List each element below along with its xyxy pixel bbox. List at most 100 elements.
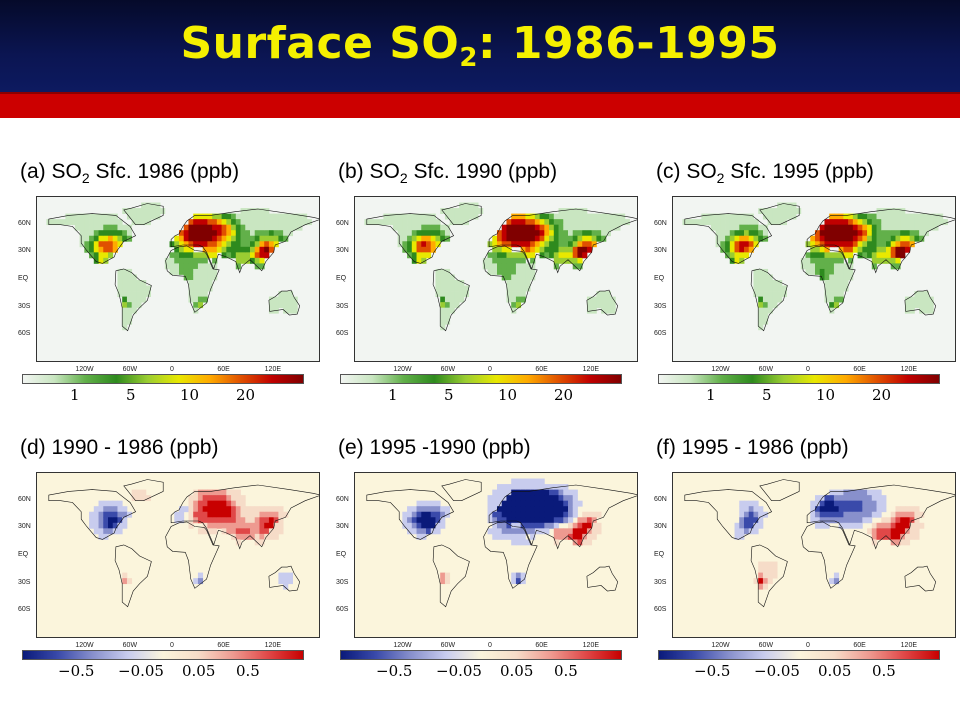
coastline: [114, 268, 152, 332]
lon-tick-label: 60W: [758, 366, 774, 373]
lon-tick-label: 120W: [393, 366, 412, 373]
colorbar-label: 10: [498, 386, 518, 404]
lat-tick-label: 30S: [336, 302, 349, 310]
lon-tick-label: 0: [488, 642, 492, 649]
lat-tick-label: EQ: [654, 551, 665, 558]
lon-tick-label: 120E: [264, 642, 282, 649]
lat-tick-label: 60S: [654, 330, 667, 338]
colorbar-label: 5: [444, 386, 454, 404]
colorbar-label: 20: [236, 386, 256, 404]
lat-tick-label: 30S: [654, 302, 667, 310]
so2-concentration-map: [354, 196, 638, 362]
lon-tick-label: 60W: [758, 642, 774, 649]
panel-title: (d) 1990 - 1986 (ppb): [20, 436, 320, 466]
map-panel-e: (e) 1995 -1990 (ppb) 60N 30N EQ 30S 60S 120W 60…: [332, 436, 638, 698]
colorbar-label: −0.05: [118, 662, 164, 680]
map-area: 60N 30N EQ 30S 60S 120W 60W 0 60E 120E 1 5 10 20: [14, 196, 320, 404]
colorbar-label: 10: [816, 386, 836, 404]
lat-tick-label: 60N: [654, 495, 667, 503]
coastline: [432, 268, 470, 332]
coastline: [170, 208, 319, 274]
coastline: [48, 489, 137, 540]
lon-tick-label: 0: [806, 642, 810, 649]
so2-concentration-map: [672, 196, 956, 362]
lat-tick-label: 30S: [18, 302, 31, 310]
colorbar-label: −0.05: [436, 662, 482, 680]
lat-tick-label: 30N: [654, 523, 667, 531]
lat-tick-label: 60N: [336, 495, 349, 503]
colorbar: [658, 650, 940, 660]
lat-tick-label: 60N: [654, 219, 667, 227]
lon-tick-label: 60W: [122, 366, 138, 373]
accent-bar: [0, 92, 960, 118]
colorbar: [340, 374, 622, 384]
colorbar-label: −0.5: [376, 662, 413, 680]
coastline: [170, 484, 319, 550]
coastline: [684, 213, 773, 264]
lat-tick-label: 60N: [336, 219, 349, 227]
coastline: [165, 521, 220, 589]
lat-tick-label: 30S: [336, 578, 349, 586]
coastline: [806, 208, 955, 274]
lon-tick-label: 120E: [582, 366, 600, 373]
coastline: [483, 245, 538, 313]
map-area: 60N 30N EQ 30S 60S 120W 60W 0 60E 120E 1 5 10 20: [332, 196, 638, 404]
colorbar: [340, 650, 622, 660]
lon-tick-label: 60W: [122, 642, 138, 649]
coastline: [268, 565, 301, 592]
coastline: [488, 208, 637, 274]
slide-title: Surface SO2: 1986-1995: [180, 18, 780, 73]
map-area: 60N 30N EQ 30S 60S 120W 60W 0 60E 120E 1 5 10 20: [650, 196, 956, 404]
lon-tick-label: 60W: [440, 366, 456, 373]
colorbar-label: −0.5: [694, 662, 731, 680]
coastline: [806, 484, 955, 550]
colorbar: [22, 374, 304, 384]
lon-tick-label: 120W: [711, 366, 730, 373]
lat-tick-label: 30N: [18, 523, 31, 531]
so2-difference-map: [354, 472, 638, 638]
map-panel-f: (f) 1995 - 1986 (ppb) 60N 30N EQ 30S 60S 120W 6…: [650, 436, 956, 698]
so2-difference-map: [672, 472, 956, 638]
coastline: [904, 565, 937, 592]
lat-tick-label: 30N: [654, 247, 667, 255]
lat-tick-label: 60S: [336, 330, 349, 338]
colorbar-label: 0.5: [236, 662, 260, 680]
coastline: [165, 245, 220, 313]
lon-tick-label: 120W: [75, 366, 94, 373]
map-svg: [355, 197, 637, 361]
colorbar: [658, 374, 940, 384]
coastline: [432, 544, 470, 608]
lon-tick-label: 60E: [535, 366, 548, 373]
colorbar-label: −0.05: [754, 662, 800, 680]
colorbar-label: 1: [70, 386, 80, 404]
lon-tick-label: 120W: [393, 642, 412, 649]
coastline: [759, 203, 800, 225]
colorbar-label: 0.5: [872, 662, 896, 680]
lon-tick-label: 0: [170, 642, 174, 649]
map-svg: [37, 197, 319, 361]
coastline: [684, 489, 773, 540]
map-svg: [37, 473, 319, 637]
map-panel-c: (c) SO2 Sfc. 1995 (ppb) 60N 30N EQ 30S 60S 120…: [650, 160, 956, 422]
so2-concentration-map: [36, 196, 320, 362]
lon-tick-label: 0: [170, 366, 174, 373]
map-area: 60N 30N EQ 30S 60S 120W 60W 0 60E 120E −0.5 −0.05 0.…: [332, 472, 638, 680]
coastline: [123, 479, 164, 501]
lon-tick-label: 0: [806, 366, 810, 373]
map-svg: [355, 473, 637, 637]
lat-tick-label: 60S: [18, 606, 31, 614]
lon-tick-label: 60E: [853, 642, 866, 649]
so2-difference-map: [36, 472, 320, 638]
colorbar-label: 0.05: [818, 662, 852, 680]
map-panel-b: (b) SO2 Sfc. 1990 (ppb) 60N 30N EQ 30S 60S 120…: [332, 160, 638, 422]
lat-tick-label: 60N: [18, 219, 31, 227]
coastline: [483, 521, 538, 589]
map-svg: [673, 473, 955, 637]
coastline: [586, 565, 619, 592]
lon-tick-label: 60E: [217, 642, 230, 649]
lon-tick-label: 120W: [75, 642, 94, 649]
map-area: 60N 30N EQ 30S 60S 120W 60W 0 60E 120E −0.5 −0.05 0.…: [14, 472, 320, 680]
coastline: [114, 544, 152, 608]
coastline: [586, 289, 619, 316]
panel-title: (a) SO2 Sfc. 1986 (ppb): [20, 160, 320, 190]
